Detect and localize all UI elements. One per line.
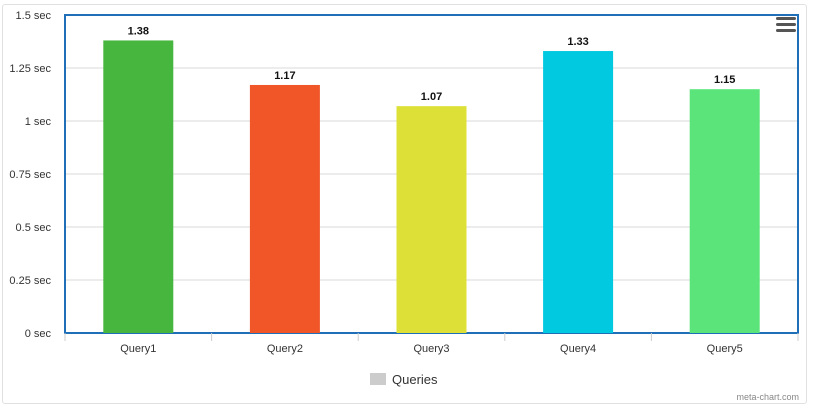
bar[interactable]: [396, 106, 467, 333]
bar[interactable]: [103, 40, 174, 333]
data-label: 1.17: [274, 70, 295, 82]
data-label: 1.33: [567, 36, 588, 48]
x-tick-label: Query4: [560, 343, 596, 355]
data-label: 1.15: [714, 74, 735, 86]
bar[interactable]: [543, 51, 614, 333]
legend-swatch: [370, 373, 386, 385]
data-label: 1.38: [128, 25, 149, 37]
credit-text[interactable]: meta-chart.com: [736, 392, 799, 402]
x-tick-label: Query2: [267, 343, 303, 355]
data-label: 1.07: [421, 91, 442, 103]
y-tick-label: 1 sec: [25, 116, 52, 128]
y-tick-label: 1.25 sec: [9, 63, 51, 75]
y-tick-label: 1.5 sec: [16, 10, 52, 22]
y-tick-label: 0.5 sec: [16, 222, 52, 234]
legend-label: Queries: [392, 371, 438, 387]
y-tick-label: 0.75 sec: [9, 169, 51, 181]
hamburger-menu-icon[interactable]: [774, 14, 798, 36]
x-tick-label: Query3: [413, 343, 449, 355]
x-tick-label: Query1: [120, 343, 156, 355]
x-tick-label: Query5: [707, 343, 743, 355]
bar[interactable]: [689, 89, 760, 333]
y-tick-label: 0.25 sec: [9, 275, 51, 287]
y-tick-label: 0 sec: [25, 328, 52, 340]
bar[interactable]: [249, 84, 320, 334]
legend[interactable]: Queries: [370, 371, 438, 387]
